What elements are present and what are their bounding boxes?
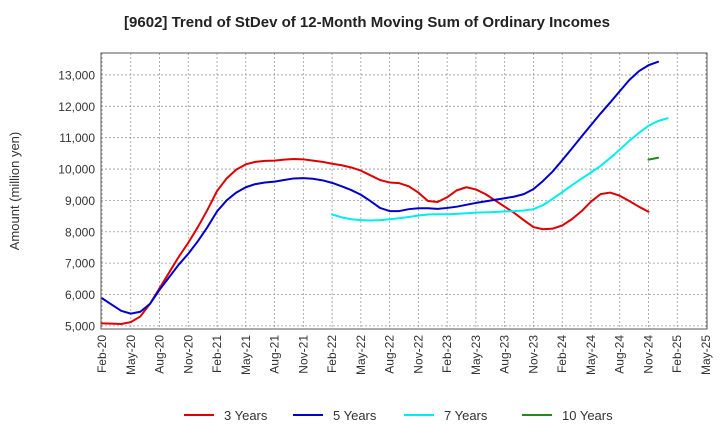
x-tick-label: May-23: [469, 335, 483, 375]
y-tick-label: 9,000: [65, 194, 95, 208]
x-tick-label: Nov-22: [411, 335, 425, 374]
x-tick-label: Aug-20: [153, 335, 167, 374]
y-tick-label: 6,000: [65, 288, 95, 302]
x-tick-label: May-22: [354, 335, 368, 375]
x-tick-label: Aug-22: [383, 335, 397, 374]
x-tick-label: Feb-25: [670, 335, 684, 373]
x-tick-label: Aug-24: [613, 335, 627, 374]
x-tick-label: May-24: [584, 335, 598, 375]
chart-title: [9602] Trend of StDev of 12-Month Moving…: [124, 14, 610, 31]
x-tick-label: Feb-20: [95, 335, 109, 373]
series-line-7-years: [331, 117, 669, 222]
y-tick-label: 5,000: [65, 319, 95, 333]
x-tick-label: May-20: [124, 335, 138, 375]
series-line-10-years: [647, 156, 660, 161]
x-tick-label: Nov-21: [296, 335, 310, 374]
y-axis-label: Amount (million yen): [7, 132, 22, 251]
y-tick-label: 11,000: [59, 131, 95, 145]
x-tick-label: May-25: [699, 335, 713, 375]
legend-label: 3 Years: [224, 408, 268, 423]
y-tick-label: 10,000: [58, 163, 95, 177]
x-tick-label: May-21: [239, 335, 253, 375]
x-tick-label: Feb-22: [325, 335, 339, 373]
x-tick-label: Feb-21: [210, 335, 224, 373]
y-tick-label: 7,000: [65, 257, 95, 271]
legend-label: 7 Years: [444, 408, 488, 423]
x-tick-label: Aug-23: [498, 335, 512, 374]
y-tick-label: 12,000: [58, 100, 95, 114]
legend-label: 5 Years: [333, 408, 377, 423]
y-tick-label: 8,000: [65, 225, 95, 239]
y-tick-label: 13,000: [58, 68, 95, 82]
x-tick-labels: Feb-20 May-20 Aug-20 Nov-20 Feb-21 May-21 Aug-…: [95, 335, 713, 375]
series-line-3-years: [101, 158, 650, 325]
series-line-5-years: [101, 60, 660, 315]
legend-label: 10 Years: [562, 408, 613, 423]
series-layer: [101, 60, 669, 325]
y-tick-labels: 5,000 6,000 7,000 8,000 9,000 10,000 11,000 12,…: [58, 68, 95, 333]
x-tick-label: Nov-24: [641, 335, 655, 374]
x-tick-label: Aug-21: [268, 335, 282, 374]
x-tick-label: Feb-23: [440, 335, 454, 373]
x-tick-label: Nov-23: [526, 335, 540, 374]
x-tick-label: Nov-20: [181, 335, 195, 374]
legend: 3 Years 5 Years 7 Years 10 Years: [184, 408, 613, 423]
x-tick-label: Feb-24: [555, 335, 569, 373]
plot-frame: [100, 52, 708, 330]
